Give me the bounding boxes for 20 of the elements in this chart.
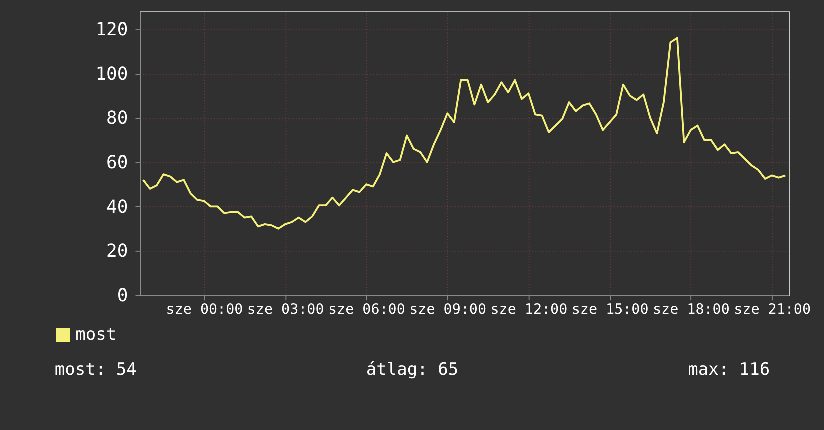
x-tick-label: sze 09:00 — [410, 302, 487, 318]
y-tick-label: 80 — [106, 108, 128, 130]
y-tick-label: 60 — [106, 152, 128, 174]
x-tick-label: sze 18:00 — [653, 302, 730, 318]
x-tick-label: sze 00:00 — [166, 302, 244, 318]
line-series — [142, 37, 787, 230]
legend-label: most — [76, 324, 117, 345]
y-tick-label: 120 — [96, 19, 128, 40]
y-tick-label: 0 — [117, 286, 128, 307]
y-tick-label: 40 — [106, 196, 128, 218]
x-tick-label: sze 03:00 — [247, 302, 324, 318]
x-tick-label: sze 12:00 — [490, 302, 568, 318]
text: átlag: 65 — [366, 360, 459, 380]
text: max: 116 — [688, 360, 770, 380]
y-tick-label: 20 — [106, 241, 128, 262]
x-tick-label: sze 15:00 — [572, 302, 649, 318]
x-tick-label: sze 06:00 — [328, 302, 406, 318]
y-tick-label: 100 — [96, 64, 128, 85]
x-tick-label: sze 21:00 — [734, 302, 812, 318]
text: most: 54 — [54, 360, 137, 380]
